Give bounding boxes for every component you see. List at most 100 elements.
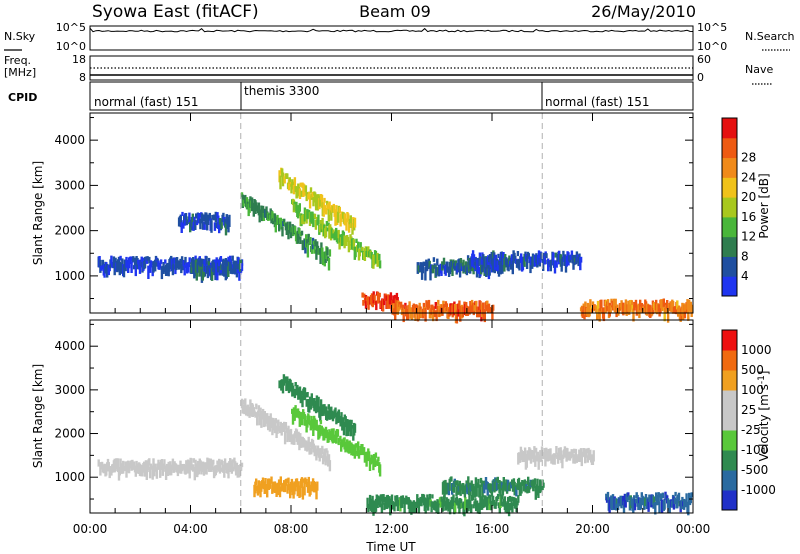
data-cell — [193, 466, 196, 481]
data-cell — [278, 218, 281, 232]
data-cell — [251, 202, 255, 208]
data-cell — [660, 499, 664, 514]
data-cell — [389, 503, 392, 516]
data-cell — [310, 481, 313, 488]
data-cell — [591, 301, 595, 306]
freq-label: Freq. — [4, 54, 31, 67]
data-cell — [152, 458, 155, 467]
data-cell — [517, 477, 521, 491]
data-cell — [428, 260, 431, 269]
data-cell — [205, 256, 208, 267]
data-cell — [264, 416, 267, 427]
data-cell — [219, 267, 222, 274]
data-cell — [572, 260, 575, 270]
colorbar-swatch — [722, 370, 737, 391]
data-cell — [537, 485, 540, 498]
data-cell — [300, 477, 304, 487]
data-cell — [493, 479, 496, 493]
data-cell — [685, 493, 688, 506]
data-cell — [160, 459, 164, 465]
data-cell — [634, 499, 638, 504]
data-cell — [290, 478, 294, 486]
data-cell — [99, 464, 102, 476]
data-cell — [553, 260, 557, 274]
data-cell — [579, 448, 583, 458]
data-cell — [421, 262, 425, 274]
data-cell — [346, 419, 349, 426]
data-cell — [469, 266, 472, 274]
data-cell — [532, 455, 535, 463]
power-colorbar-tick: 4 — [741, 269, 749, 283]
data-cell — [644, 497, 647, 507]
data-cell — [163, 266, 166, 273]
y-tick-label: 4000 — [54, 133, 85, 147]
data-cell — [231, 268, 234, 275]
colorbar-swatch — [722, 216, 737, 238]
data-cell — [298, 188, 302, 199]
data-cell — [299, 433, 302, 439]
data-cell — [653, 496, 656, 504]
data-cell — [354, 443, 357, 455]
data-cell — [329, 407, 332, 420]
data-cell — [255, 478, 258, 486]
data-cell — [454, 480, 457, 487]
data-cell — [273, 419, 277, 434]
data-cell — [531, 450, 534, 459]
data-cell — [288, 177, 291, 184]
data-cell — [132, 461, 136, 467]
data-cell — [284, 422, 288, 430]
data-cell — [234, 465, 238, 476]
data-cell — [184, 256, 187, 265]
data-cell — [481, 302, 485, 315]
data-cell — [432, 306, 436, 314]
data-cell — [448, 262, 452, 275]
data-cell — [542, 252, 546, 259]
data-cell — [677, 305, 681, 311]
data-cell — [579, 257, 582, 271]
data-cell — [668, 499, 671, 513]
data-cell — [328, 460, 332, 472]
data-cell — [205, 462, 208, 475]
data-cell — [609, 305, 612, 313]
data-cell — [163, 459, 166, 470]
data-cell — [182, 463, 185, 470]
data-cell — [377, 255, 380, 267]
data-cell — [164, 259, 167, 264]
data-cell — [410, 502, 413, 515]
data-cell — [307, 233, 310, 243]
date-title: 26/May/2010 — [591, 2, 696, 21]
data-cell — [499, 485, 502, 497]
data-cell — [431, 304, 434, 311]
data-cell — [225, 263, 228, 276]
data-cell — [100, 265, 104, 270]
data-cell — [644, 494, 648, 499]
data-cell — [481, 484, 484, 498]
data-cell — [311, 419, 314, 429]
freq-unit: [MHz] — [4, 66, 36, 79]
data-cell — [561, 456, 564, 469]
data-cell — [289, 481, 293, 493]
data-cell — [143, 461, 146, 470]
data-cell — [169, 257, 172, 270]
data-cell — [439, 496, 442, 508]
data-cell — [516, 501, 519, 506]
power-colorbar-tick: 24 — [741, 170, 756, 184]
data-cell — [261, 480, 264, 488]
data-cell — [608, 500, 611, 513]
data-cell — [377, 295, 381, 303]
data-cell — [216, 262, 220, 273]
data-cell — [454, 260, 458, 267]
x-tick-label: 00:00 — [73, 522, 108, 536]
data-cell — [483, 495, 486, 508]
data-cell — [307, 415, 311, 425]
data-cell — [478, 484, 482, 498]
data-cell — [353, 423, 357, 433]
data-cell — [488, 254, 492, 259]
nave-tick-high: 60 — [697, 53, 711, 66]
data-cell — [145, 467, 148, 480]
data-cell — [496, 260, 499, 272]
nsky-panel: N.Sky 10^5 10^0 N.Search 10^5 10^0 — [4, 21, 795, 53]
data-cell — [417, 500, 421, 514]
x-tick-label: 20:00 — [575, 522, 610, 536]
